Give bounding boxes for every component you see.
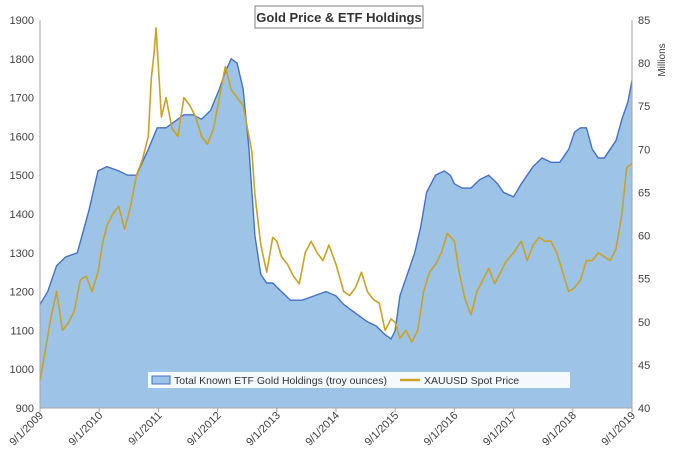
- chart-title-text: Gold Price & ETF Holdings: [256, 10, 421, 25]
- chart-title-box: [254, 5, 424, 29]
- legend: Total Known ETF Gold Holdings (troy ounc…: [148, 372, 570, 388]
- plot-area: [39, 27, 633, 409]
- right-tick-label: 60: [638, 231, 650, 243]
- right-tick-label: 85: [638, 15, 650, 27]
- left-tick-label: 1800: [10, 54, 34, 66]
- left-tick-label: 1700: [10, 93, 34, 105]
- right-tick-label: 70: [638, 144, 650, 156]
- right-tick-label: 50: [638, 317, 650, 329]
- left-tick-label: 1900: [10, 15, 34, 27]
- etf-holdings-area: [40, 58, 632, 409]
- chart-title: Gold Price & ETF Holdings: [254, 5, 424, 29]
- left-tick-label: 1000: [10, 364, 34, 376]
- legend-etf-label: Total Known ETF Gold Holdings (troy ounc…: [174, 375, 387, 387]
- left-tick-label: 1500: [10, 170, 34, 182]
- spot-price-line: [39, 27, 633, 381]
- right-tick-label: 45: [638, 360, 650, 372]
- right-tick-label: 65: [638, 187, 650, 199]
- legend-etf-swatch: [151, 375, 171, 385]
- right-tick-label: 75: [638, 101, 650, 113]
- left-tick-label: 1300: [10, 248, 34, 260]
- right-axis-title: Millions: [657, 43, 668, 76]
- right-tick-label: 55: [638, 274, 650, 286]
- left-tick-label: 1200: [10, 287, 34, 299]
- left-tick-label: 900: [16, 403, 34, 415]
- left-tick-label: 1400: [10, 209, 34, 221]
- left-tick-label: 1100: [10, 325, 34, 337]
- left-tick-label: 1600: [10, 131, 34, 143]
- right-tick-label: 80: [638, 58, 650, 70]
- etf-holdings-line: [39, 57, 633, 341]
- right-tick-label: 40: [638, 403, 650, 415]
- legend-spot-label: XAUUSD Spot Price: [424, 375, 519, 387]
- legend-box: [148, 372, 570, 388]
